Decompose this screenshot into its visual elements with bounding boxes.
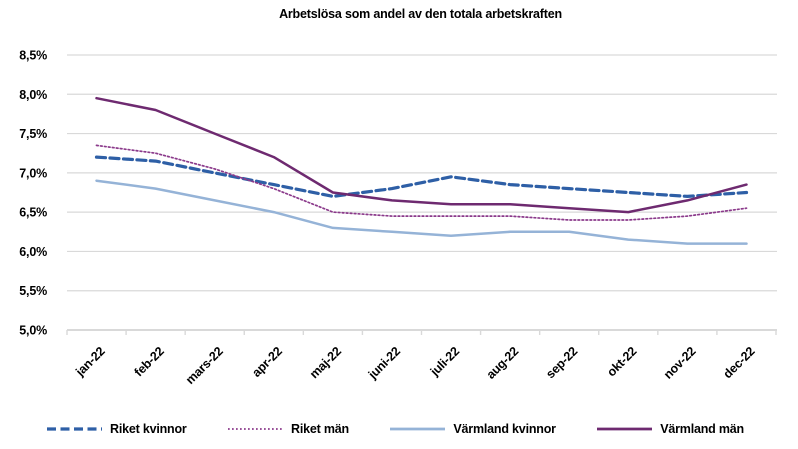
series-line-riket-kvinnor xyxy=(94,155,749,198)
x-axis-label: apr-22 xyxy=(249,344,285,380)
x-axis-label: nov-22 xyxy=(661,344,699,382)
y-axis-label: 8,0% xyxy=(19,88,47,102)
legend-item-varmland-kvinnor: Värmland kvinnor xyxy=(389,422,556,436)
x-axis-label: mars-22 xyxy=(183,344,226,387)
y-axis-label: 6,0% xyxy=(19,245,47,259)
y-axis-label: 5,0% xyxy=(19,324,47,338)
series-line-varmland-man xyxy=(95,96,748,214)
legend-label-riket-man: Riket män xyxy=(291,422,349,436)
y-axis-label: 7,5% xyxy=(19,127,47,141)
legend-line-sample-varmland-kvinnor xyxy=(390,427,446,431)
legend-item-varmland-man: Värmland män xyxy=(596,422,744,436)
legend-line-sample-varmland-man xyxy=(597,427,653,431)
y-axis-label: 5,5% xyxy=(19,284,47,298)
x-axis-label: aug-22 xyxy=(484,344,522,382)
legend-item-riket-kvinnor: Riket kvinnor xyxy=(46,422,187,436)
x-axis-label: okt-22 xyxy=(604,344,639,379)
chart-title: Arbetslösa som andel av den totala arbet… xyxy=(279,7,562,21)
legend-item-riket-man: Riket män xyxy=(227,422,349,436)
y-axis-label: 6,5% xyxy=(19,206,47,220)
legend-line-sample-riket-kvinnor xyxy=(47,427,102,431)
y-axis-label: 7,0% xyxy=(19,166,47,180)
x-axis-label: maj-22 xyxy=(307,344,344,381)
legend-label-varmland-man: Värmland män xyxy=(660,422,744,436)
legend: Riket kvinnor Riket män Värmland kvinnor Vä… xyxy=(0,416,798,442)
x-axis-label: feb-22 xyxy=(132,344,167,379)
series-line-riket-man xyxy=(95,144,748,221)
legend-line-sample-riket-man xyxy=(228,428,284,430)
y-axis-label: 8,5% xyxy=(19,49,47,63)
x-axis-label: sep-22 xyxy=(543,344,580,381)
series-line-varmland-kvinnor xyxy=(95,179,748,245)
legend-label-riket-kvinnor: Riket kvinnor xyxy=(110,422,187,436)
x-axis-label: dec-22 xyxy=(721,344,758,381)
x-axis-label: jan-22 xyxy=(72,344,107,379)
legend-label-varmland-kvinnor: Värmland kvinnor xyxy=(453,422,556,436)
x-axis-label: juli-22 xyxy=(427,344,462,379)
x-axis-label: juni-22 xyxy=(365,344,403,382)
